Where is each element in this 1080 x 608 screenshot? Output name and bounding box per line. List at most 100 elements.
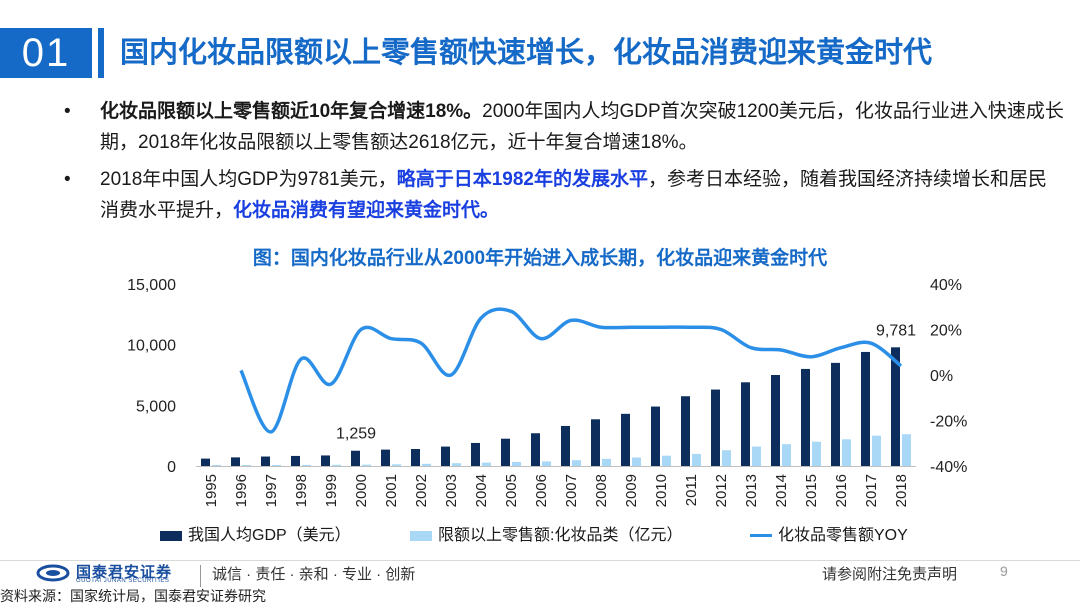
bar-gdp [471,442,480,466]
x-tick-label: 2011 [683,474,700,506]
logo-text-en: GUOTAI JUNAN SECURITIES [76,578,170,584]
x-tick-label: 2013 [743,474,760,507]
bar-gdp [351,450,360,466]
bar-gdp [531,433,540,466]
x-tick-label: 2004 [473,474,490,507]
bar-gdp [891,347,900,466]
x-tick-label: 2017 [863,474,880,507]
x-tick-label: 2016 [833,474,850,507]
bar-gdp [861,351,870,466]
bullet-1-text: 2000年国内人均GDP首次突破1200美元后，化妆品行业进入快速成长期，201… [100,101,1064,153]
bullet-item-1: • 化妆品限额以上零售额近10年复合增速18%。2000年国内人均GDP首次突破… [64,96,1064,158]
bar-retail [632,457,641,466]
bar-retail [722,450,731,466]
bar-gdp [771,375,780,466]
bar-gdp [831,362,840,466]
bar-gdp [411,449,420,466]
combo-chart: 0 5,000 10,000 15,000 -40% -20% 0% 20% 40% 1995 19… [127,277,967,507]
bar-retail [812,441,821,466]
bar-retail [572,460,581,466]
x-tick-label: 1995 [203,474,220,507]
x-tick-label: 2003 [443,474,460,507]
bullet-list: • 化妆品限额以上零售额近10年复合增速18%。2000年国内人均GDP首次突破… [64,96,1064,232]
bar-gdp [441,446,450,466]
bar-gdp [801,368,810,466]
title-accent-bar [98,28,104,78]
page-title: 国内化妆品限额以上零售额快速增长，化妆品消费迎来黄金时代 [120,37,933,69]
company-slogan: 诚信 · 责任 · 亲和 · 专业 · 创新 [212,566,416,583]
bar-gdp [561,425,570,466]
legend-item-gdp: 我国人均GDP（美元） [160,524,351,548]
x-tick-label: 2008 [593,474,610,507]
data-label: 1,259 [336,426,376,443]
x-tick-label: 2001 [383,474,400,507]
bar-gdp [501,438,510,466]
bar-retail [302,464,311,466]
x-tick-label: 2018 [893,474,910,507]
bar-retail [902,434,911,466]
bar-retail [602,458,611,466]
line-yoy [239,307,903,434]
legend-label-yoy: 化妆品零售额YOY [778,527,908,544]
x-tick-label: 2006 [533,474,550,507]
x-tick-label: 1996 [233,474,250,507]
bar-gdp [741,382,750,466]
bar-retail [542,461,551,466]
bar-gdp [711,389,720,466]
bullet-item-2: • 2018年中国人均GDP为9781美元，略高于日本1982年的发展水平，参考… [64,164,1064,226]
x-tick-label: 1999 [323,474,340,507]
bar-retail [662,455,671,466]
bar-gdp [321,455,330,466]
bullet-marker: • [64,101,71,122]
bar-retail [422,463,431,466]
footer-divider [0,560,1080,561]
bar-retail [272,465,281,466]
bar-retail [212,465,221,466]
x-tick-label: 2015 [803,474,820,507]
data-source: 资料来源：国家统计局，国泰君安证券研究 [0,588,266,604]
chart-title: 图：国内化妆品行业从2000年开始进入成长期，化妆品迎来黄金时代 [252,248,828,269]
company-logo-icon [36,564,70,582]
legend-item-retail: 限额以上零售额:化妆品类（亿元） [410,524,682,548]
bar-gdp [381,449,390,466]
x-tick-label: 2000 [353,474,370,507]
bar-retail [782,444,791,466]
x-tick-label: 2014 [773,474,790,507]
legend-item-yoy: 化妆品零售额YOY [750,524,908,548]
disclaimer-note: 请参阅附注免责声明 [822,566,958,583]
x-tick-label: 2012 [713,474,730,507]
bar-retail [482,462,491,466]
y-right-tick-label: -20% [930,414,967,431]
y-right-tick-label: 40% [930,277,962,294]
y-right-tick-label: 0% [930,368,953,385]
bar-retail [512,461,521,466]
x-tick-label: 2007 [563,474,580,507]
x-tick-label: 1998 [293,474,310,507]
bar-retail [752,446,761,466]
bullet-1-strong: 化妆品限额以上零售额近10年复合增速18%。 [100,101,483,122]
bar-retail [842,439,851,466]
bullet-2-part2: ，参考日本经验，随着我国经济持续增长和居民消费水平提升， [100,169,1048,221]
data-label: 9,781 [876,322,916,339]
x-tick-label: 2010 [653,474,670,507]
bullet-2-highlight2: 化妆品消费有望迎来黄金时代。 [233,200,500,221]
bar-gdp [291,455,300,466]
bar-retail [872,435,881,466]
bar-gdp [651,406,660,466]
x-tick-label: 2002 [413,474,430,507]
x-tick-label: 2005 [503,474,520,507]
bullet-marker: • [64,169,71,190]
bar-gdp [261,456,270,466]
x-tick-label: 1997 [263,474,280,507]
bar-retail [332,464,341,466]
page-number: 9 [1000,563,1008,579]
bar-gdp [621,413,630,466]
slide-number: 01 [0,28,92,78]
footer-separator [200,565,201,587]
bar-retail [452,463,461,466]
bullet-2-highlight1: 略高于日本1982年的发展水平 [396,169,648,190]
chart-legend: 我国人均GDP（美元） 限额以上零售额:化妆品类（亿元） 化妆品零售额YOY [150,524,950,548]
legend-swatch-gdp [160,530,182,541]
x-tick-label: 2009 [623,474,640,507]
bar-gdp [681,396,690,466]
